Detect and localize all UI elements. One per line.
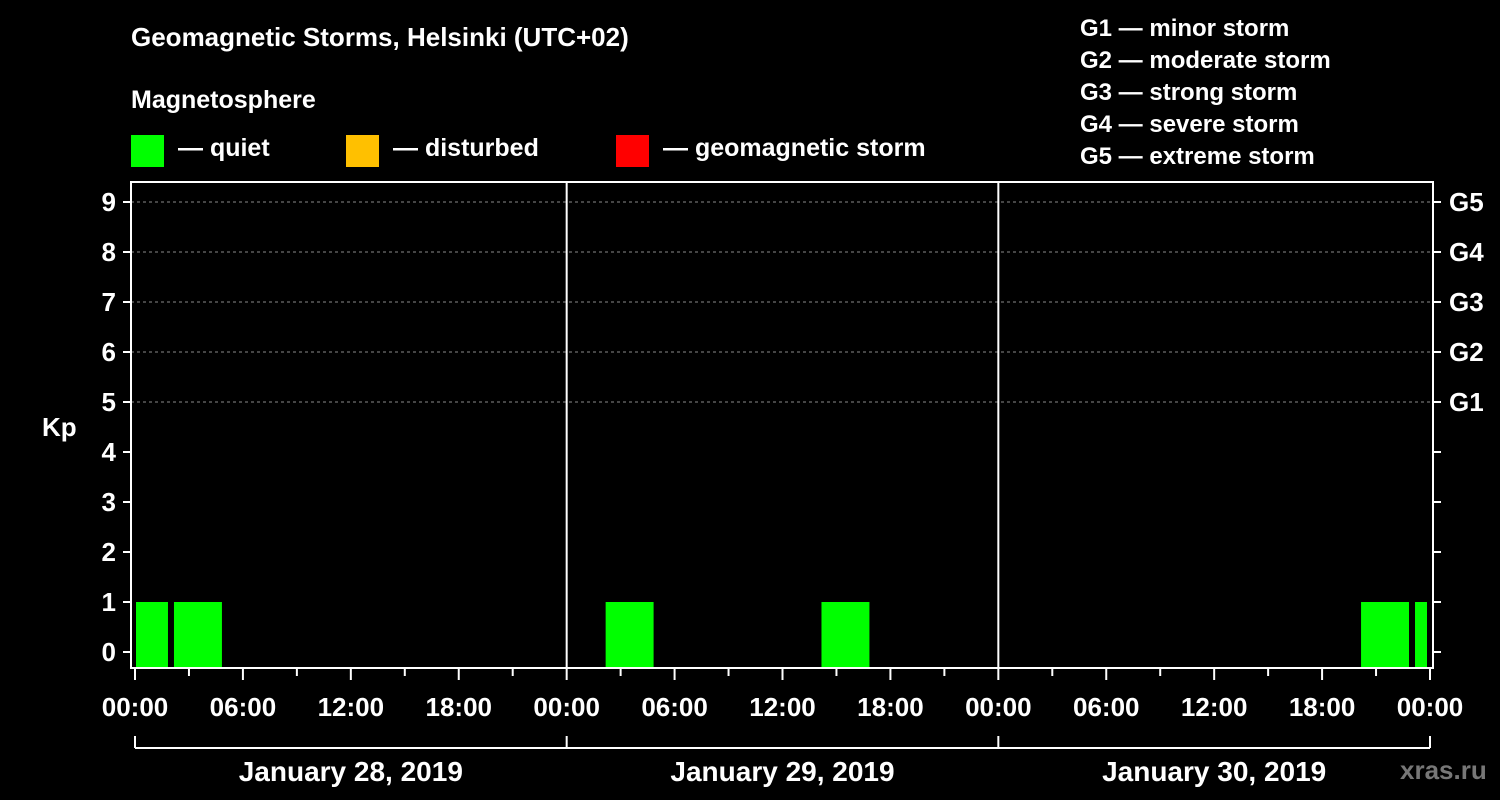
y2-tick-label-g4: G4 — [1449, 237, 1484, 267]
y-tick-label-9: 9 — [102, 187, 116, 217]
storm-scale-g2: G2 — moderate storm — [1080, 47, 1331, 74]
y-tick-label-8: 8 — [102, 237, 116, 267]
legend-label-quiet: — quiet — [178, 134, 270, 162]
x-tick-label-24: 00:00 — [533, 692, 600, 722]
kp-bar-2 — [605, 602, 654, 668]
x-tick-label-6: 06:00 — [210, 692, 277, 722]
kp-bar-5 — [1415, 602, 1427, 668]
x-tick-label-60: 12:00 — [1181, 692, 1248, 722]
y-tick-label-5: 5 — [102, 387, 116, 417]
kp-bar-4 — [1361, 602, 1410, 668]
y-tick-label-6: 6 — [102, 337, 116, 367]
day-label-0: January 28, 2019 — [239, 756, 463, 787]
watermark: xras.ru — [1400, 755, 1487, 785]
storm-scale-g3: G3 — strong storm — [1080, 79, 1298, 106]
legend-label-disturbed: — disturbed — [393, 134, 539, 162]
y-tick-label-3: 3 — [102, 487, 116, 517]
x-tick-label-0: 00:00 — [102, 692, 169, 722]
y-axis-label: Kp — [42, 412, 77, 442]
x-tick-label-66: 18:00 — [1289, 692, 1356, 722]
x-tick-label-48: 00:00 — [965, 692, 1032, 722]
storm-scale-g5: G5 — extreme storm — [1080, 143, 1315, 170]
x-tick-label-30: 06:00 — [641, 692, 708, 722]
day-label-2: January 30, 2019 — [1102, 756, 1326, 787]
x-tick-label-36: 12:00 — [749, 692, 816, 722]
y-tick-label-7: 7 — [102, 287, 116, 317]
legend-title: Magnetosphere — [131, 86, 316, 114]
storm-scale-g1: G1 — minor storm — [1080, 15, 1290, 42]
x-tick-label-12: 12:00 — [318, 692, 385, 722]
y2-tick-label-g1: G1 — [1449, 387, 1484, 417]
chart-title: Geomagnetic Storms, Helsinki (UTC+02) — [131, 22, 629, 52]
legend-swatch-quiet — [131, 135, 164, 167]
y-tick-label-4: 4 — [102, 437, 117, 467]
day-label-1: January 29, 2019 — [670, 756, 894, 787]
legend-swatch-storm — [616, 135, 649, 167]
x-tick-label-42: 18:00 — [857, 692, 924, 722]
x-tick-label-54: 06:00 — [1073, 692, 1140, 722]
y-tick-label-2: 2 — [102, 537, 116, 567]
y2-tick-label-g5: G5 — [1449, 187, 1484, 217]
storm-scale-g4: G4 — severe storm — [1080, 111, 1299, 138]
legend-swatch-disturbed — [346, 135, 379, 167]
y2-tick-label-g3: G3 — [1449, 287, 1484, 317]
kp-bar-3 — [821, 602, 870, 668]
kp-bar-0 — [136, 602, 168, 668]
plot-frame — [130, 181, 1434, 669]
y2-tick-label-g2: G2 — [1449, 337, 1484, 367]
y-tick-label-1: 1 — [102, 587, 116, 617]
y-tick-label-0: 0 — [102, 637, 116, 667]
kp-bar-1 — [173, 602, 222, 668]
x-tick-label-18: 18:00 — [426, 692, 493, 722]
x-tick-label-72: 00:00 — [1397, 692, 1464, 722]
legend-label-storm: — geomagnetic storm — [663, 134, 926, 162]
